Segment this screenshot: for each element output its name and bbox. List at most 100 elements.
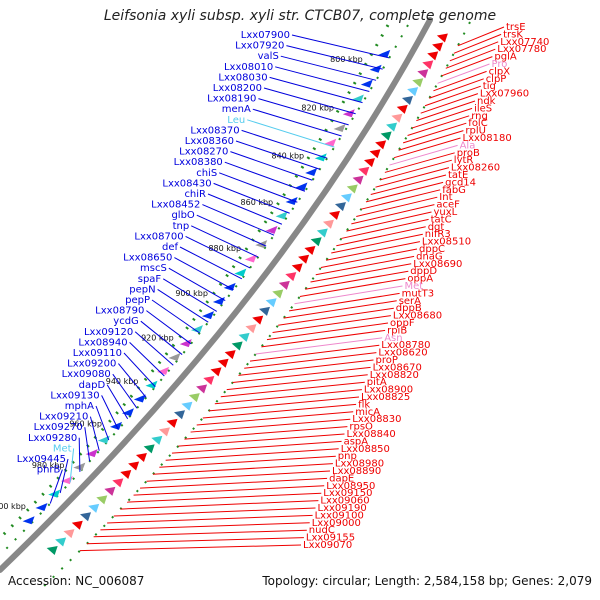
gene-label: mscS [140,263,167,274]
gene-label: Lxx09280 [28,433,77,444]
gene-label: dppC [419,244,445,255]
reverse-gene-callout-line [272,315,391,333]
forward-gene-callout-line [140,320,183,355]
gene-label: Lxx07960 [480,89,529,100]
reverse-gene-callout-line [178,433,345,447]
reverse-gene-arrow [304,245,316,255]
reverse-gene-arrow [401,96,413,106]
forward-gene-arrow [85,449,98,458]
forward-gene-arrow [145,380,158,389]
gene-label: Lxx08900 [364,385,413,396]
kbp-ticks: 800 kbp 820 kbp 840 kbp 860 kbp 880 kbp 900 k… [0,55,363,511]
forward-gene-arrow [121,408,134,417]
reverse-gene-callout-line [220,381,365,398]
gene-label: Lxx08430 [162,178,211,189]
forward-gene-callout-line [269,76,363,104]
gene-label: Lxx09100 [315,510,364,521]
reverse-gene-arrow [291,263,303,273]
reverse-gene-callout-line [375,167,450,188]
reverse-gene-callout-line [315,255,415,276]
gene-label: Lxx08825 [361,392,410,403]
forward-gene-callout-line [179,246,243,280]
reverse-gene-arrow [322,219,334,229]
gene-label: Lxx09110 [73,348,122,359]
gene-label: Lxx08820 [370,370,419,381]
gene-label: Lxx09080 [62,369,111,380]
forward-gene-arrow [369,64,382,73]
reverse-gene-arrow [128,461,140,471]
reverse-gene-callout-line [249,344,380,362]
reverse-gene-callout-line [389,144,458,166]
reverse-gene-arrow [231,341,243,351]
gene-label: Lxx09000 [312,518,361,529]
reverse-gene-callout-line [196,411,354,426]
forward-gene-callout-line [263,87,356,115]
reverse-gene-arrow [210,367,222,377]
reverse-gene-callout-line [424,85,481,107]
forward-gene-arrow [133,394,146,403]
gene-label: trsE [506,22,526,33]
gene-label: clpP [486,74,507,85]
gene-label: Lxx07900 [241,30,290,41]
forward-gene-arrow [201,311,214,320]
reverse-gene-callout-line [190,418,351,433]
reverse-gene-arrow [104,486,116,496]
gene-label: dapD [79,380,106,391]
gene-label: nifR3 [425,229,451,240]
reverse-gene-arrow [181,401,193,411]
gene-label: Lxx08680 [393,311,442,322]
gene-label: Lxx08260 [451,163,500,174]
trna-label: Leu [227,115,245,126]
reverse-gene-arrow [196,384,208,394]
forward-gene-callout-line [230,151,313,181]
forward-gene-arrow [234,268,247,277]
forward-gene-arrow [35,502,48,511]
gene-label: gcd14 [445,177,476,188]
reverse-gene-callout-line [226,374,368,391]
reverse-gene-callout-line [457,26,505,47]
kbp-tick-label: 900 kbp [175,289,208,298]
gene-label: Lxx08850 [341,444,390,455]
gene-label: ycdG [113,316,139,327]
gene-label: mutT3 [402,288,434,299]
reverse-gene-arrow [417,69,429,79]
gene-label: tnp [173,221,190,232]
gene-label: tatC [431,214,452,225]
reverse-gene-callout-line [346,211,432,232]
reverse-gene-callout-lines [79,26,505,552]
reverse-gene-arrow [173,410,185,420]
gene-label: rpiB [387,325,407,336]
reverse-gene-arrow [265,298,277,308]
kbp-tick-label: 920 kbp [141,333,174,342]
gene-label: Lxx08180 [463,133,512,144]
reverse-gene-arrow [346,184,358,194]
reverse-gene-callout-line [380,159,452,181]
forward-gene-callout-line [69,448,75,483]
reverse-gene-arrow [363,158,375,168]
gene-label: Lxx09070 [303,540,352,551]
gene-label: phrB [37,465,61,476]
forward-gene-arrow [244,254,257,263]
gene-label: Lxx08940 [78,337,127,348]
reverse-gene-callout-line [331,233,423,254]
gene-label: ndk [477,96,496,107]
reverse-gene-callout-line [120,500,319,510]
gene-label: Lxx08380 [174,157,223,168]
reverse-gene-callout-line [140,477,328,489]
reverse-gene-callout-line [361,189,441,210]
forward-gene-arrow [22,516,35,525]
forward-gene-callout-line [213,182,290,214]
forward-gene-callout-line [286,45,383,70]
reverse-gene-callout-line [453,33,502,54]
forward-gene-callout-line [185,235,251,269]
reverse-gene-arrow [386,122,398,132]
reverse-gene-arrow [188,393,200,403]
forward-gene-callout-line [95,405,110,441]
gene-label: tig [483,81,496,92]
forward-gene-callout-line [118,363,147,398]
reverse-gene-arrow [310,237,322,247]
reverse-gene-callout-line [232,366,371,383]
gene-label: menA [222,104,251,115]
reverse-gene-callout-line [384,152,455,173]
forward-gene-callout-line [174,257,234,291]
